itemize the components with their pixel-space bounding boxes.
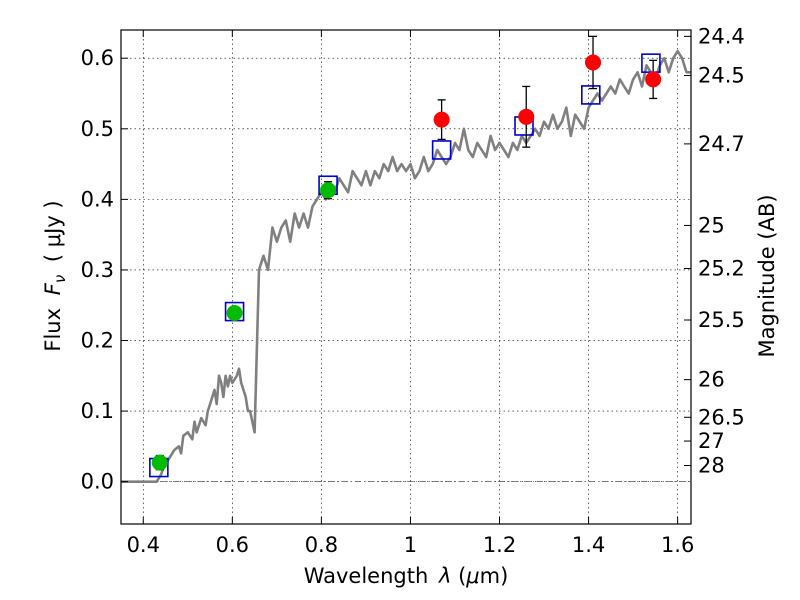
photometry-point [645, 71, 662, 88]
x-tick-label: 1.6 [661, 533, 694, 557]
photometry-point [226, 304, 243, 321]
magnitude-tick-label: 25.5 [698, 308, 745, 332]
photometry-point [151, 454, 168, 471]
y-tick-label: 0.6 [81, 46, 114, 70]
x-axis-label: Wavelength λ (μm) [304, 564, 509, 588]
magnitude-tick-label: 28 [698, 453, 725, 477]
x-tick-label: 1.2 [483, 533, 516, 557]
y-tick-label: 0.4 [81, 187, 114, 211]
grid [121, 30, 691, 524]
spectrum-line [121, 49, 691, 484]
magnitude-tick-label: 24.5 [698, 64, 745, 88]
magnitude-tick-label: 26 [698, 368, 725, 392]
y-tick-label: 0.1 [81, 399, 114, 423]
x-tick-label: 0.6 [216, 533, 249, 557]
photometry-point [518, 108, 535, 125]
x-tick-label: 1.4 [572, 533, 605, 557]
photometry-point [433, 111, 450, 128]
magnitude-tick-label: 26.5 [698, 405, 745, 429]
magnitude-axis-label: Magnitude (AB) [755, 194, 779, 357]
photometry-point [585, 54, 602, 71]
x-tick-label: 0.4 [127, 533, 160, 557]
y-tick-label: 0.0 [81, 470, 114, 494]
model-flux-square [431, 140, 452, 160]
y-axis-label: Flux Fν ( μJy ) [41, 200, 70, 351]
magnitude-tick-label: 27 [698, 429, 725, 453]
plot-frame [120, 29, 692, 525]
model-flux-square [581, 85, 601, 105]
photometry-marks [149, 35, 662, 478]
magnitude-tick-label: 24.4 [698, 24, 745, 48]
axes: 0.4 0.6 0.8 1 1.2 1.4 1.6 0.0 0.1 0.2 0.3 0.4 0.5 0.6… [81, 24, 745, 557]
y-tick-label: 0.3 [81, 258, 114, 282]
magnitude-tick-label: 25.2 [698, 257, 745, 281]
y-tick-label: 0.5 [81, 117, 114, 141]
magnitude-tick-label: 24.7 [698, 132, 745, 156]
y-tick-label: 0.2 [81, 329, 114, 353]
x-tick-label: 0.8 [305, 533, 338, 557]
model-spectrum [121, 49, 691, 484]
magnitude-tick-label: 25 [698, 213, 725, 237]
x-tick-label: 1 [404, 533, 417, 557]
photometry-point [320, 182, 337, 199]
